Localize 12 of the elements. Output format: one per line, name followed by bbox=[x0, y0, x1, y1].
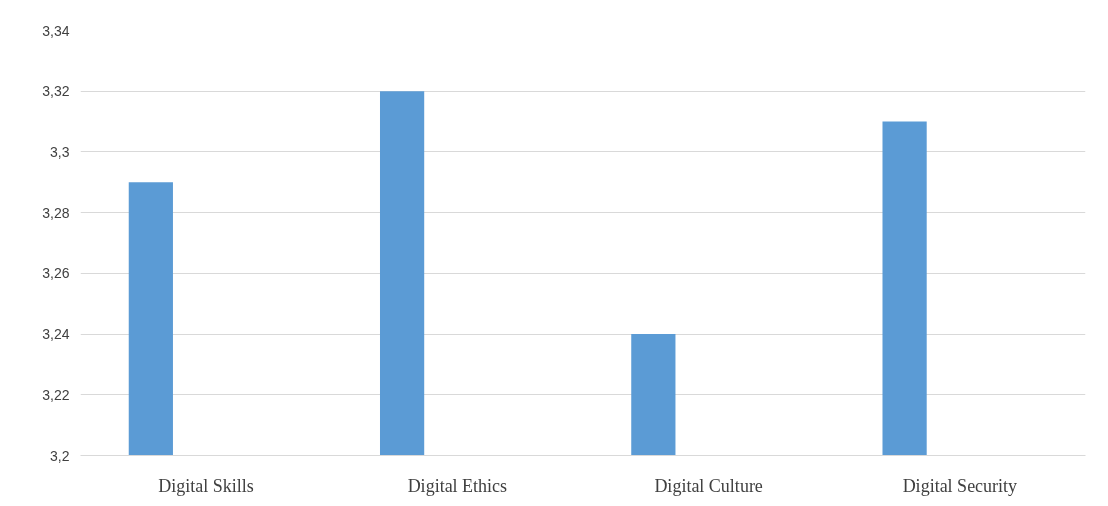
x-tick-label: Digital Ethics bbox=[407, 475, 508, 496]
y-tick-label: 3,24 bbox=[42, 326, 70, 343]
x-tick-label: Digital Security bbox=[902, 475, 1018, 496]
y-tick-label: 3,2 bbox=[50, 447, 70, 464]
x-tick-label: Digital Skills bbox=[158, 475, 254, 496]
x-tick-label: Digital Culture bbox=[654, 475, 763, 496]
y-tick-label: 3,28 bbox=[42, 204, 70, 221]
y-tick-label: 3,22 bbox=[42, 386, 70, 403]
y-tick-label: 3,32 bbox=[42, 83, 70, 100]
y-tick-label: 3,34 bbox=[42, 22, 70, 39]
y-tick-label: 3,26 bbox=[42, 265, 70, 282]
y-tick-label: 3,3 bbox=[50, 143, 70, 160]
